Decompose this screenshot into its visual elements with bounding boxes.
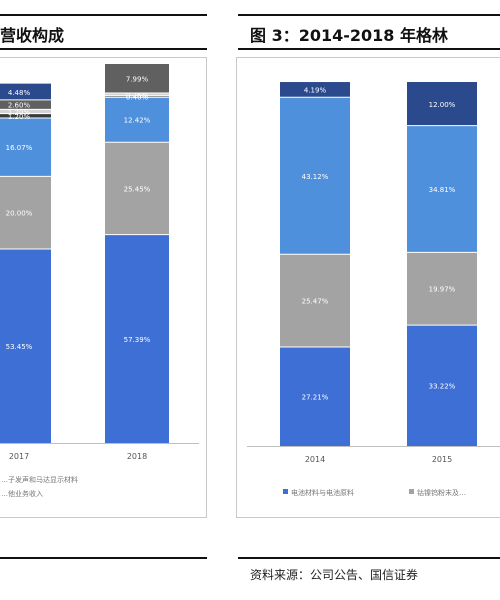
right-bar-2015-seg-2 [407, 125, 477, 253]
right-data-label: 33.22% [429, 383, 456, 391]
left-legend-entry: …他业务收入 [1, 489, 43, 498]
left-data-label: 53.45% [6, 343, 33, 351]
right-data-label: 43.12% [302, 173, 329, 181]
right-bottom-rule [238, 557, 500, 559]
right-legend-entry: 钴镍钨粉末及… [417, 488, 466, 497]
left-bar-2017-seg-2 [0, 118, 51, 177]
right-bar-2015-seg-1 [407, 252, 477, 326]
left-bottom-rule [0, 557, 207, 559]
left-bar-2018-seg-1 [105, 142, 169, 235]
left-top-rule [0, 14, 207, 16]
left-bar-2017-seg-0 [0, 248, 51, 443]
left-bar-2018-seg-2 [105, 97, 169, 143]
right-data-label: 34.81% [429, 186, 456, 194]
left-data-label: 16.07% [6, 144, 33, 152]
left-data-label: 25.45% [124, 185, 151, 193]
right-data-label: 12.00% [429, 101, 456, 109]
left-data-label: 20.00% [6, 210, 33, 218]
right-bar-2015-seg-0 [407, 325, 477, 446]
left-chart: 53.45%20.00%16.07%1.20%1.20%2.60%4.48%20… [0, 63, 199, 498]
left-bar-2017-seg-1 [0, 176, 51, 249]
left-data-label: 4.48% [8, 89, 31, 97]
right-bar-2014-seg-3 [280, 82, 350, 98]
left-bar-2018-seg-5 [105, 63, 169, 93]
left-bar-2018-seg-4 [105, 92, 169, 96]
right-data-label: 4.19% [304, 87, 327, 95]
right-legend-swatch [283, 489, 288, 494]
right-bar-2014-seg-0 [280, 346, 350, 446]
right-tick-label-2014: 2014 [305, 455, 325, 464]
right-data-label: 27.21% [302, 393, 329, 401]
source-note: 资料来源：公司公告、国信证券 [250, 568, 419, 582]
right-legend-entry: 电池材料与电池原料 [291, 488, 354, 497]
left-data-label: 1.20% [8, 109, 31, 117]
left-bar-2018-seg-0 [105, 234, 169, 443]
left-title-rule [0, 48, 207, 50]
left-tick-label-2018: 2018 [127, 452, 147, 461]
left-bar-2017-seg-5 [0, 99, 51, 110]
left-data-label: 0.76% [126, 91, 149, 99]
left-data-label: 7.99% [126, 75, 149, 83]
left-tick-label-2017: 2017 [9, 452, 29, 461]
right-chart-panel: 27.21% 25.47% 43.12% 4.19% 2014 33.22% 19.97% 3… [236, 57, 500, 518]
right-top-rule [238, 14, 500, 16]
left-data-label: 0.40% [126, 93, 149, 101]
right-chart: 27.21% 25.47% 43.12% 4.19% 2014 33.22% 19.97% 3… [247, 82, 500, 497]
right-legend-swatch [409, 489, 414, 494]
left-data-label: 57.39% [124, 336, 151, 344]
left-data-label: 12.42% [124, 117, 151, 125]
left-data-label: 2.60% [8, 102, 31, 110]
right-data-label: 19.97% [429, 286, 456, 294]
left-legend-entry: …子发声和马达显示材料 [1, 475, 78, 484]
left-bar-2017-seg-4 [0, 109, 51, 114]
left-chart-title: 营收构成 [0, 26, 65, 45]
right-bar-2014-seg-1 [280, 254, 350, 347]
left-bar-2017-seg-3 [0, 113, 51, 119]
right-bar-2015-seg-3 [407, 82, 477, 126]
left-bar-2018-seg-3 [105, 95, 169, 98]
right-bar-2014-seg-2 [280, 97, 350, 255]
left-data-label: 1.20% [8, 113, 31, 121]
right-title-rule [238, 48, 500, 50]
right-chart-title: 图 3：2014-2018 年格林 [250, 26, 448, 45]
left-chart-panel: 53.45% 20.00% 16.07% 1.20% 1.20% 2.60% 4.48% 20… [0, 57, 207, 518]
right-data-label: 25.47% [302, 298, 329, 306]
right-tick-label-2015: 2015 [432, 455, 452, 464]
left-bar-2017-seg-6 [0, 83, 51, 100]
